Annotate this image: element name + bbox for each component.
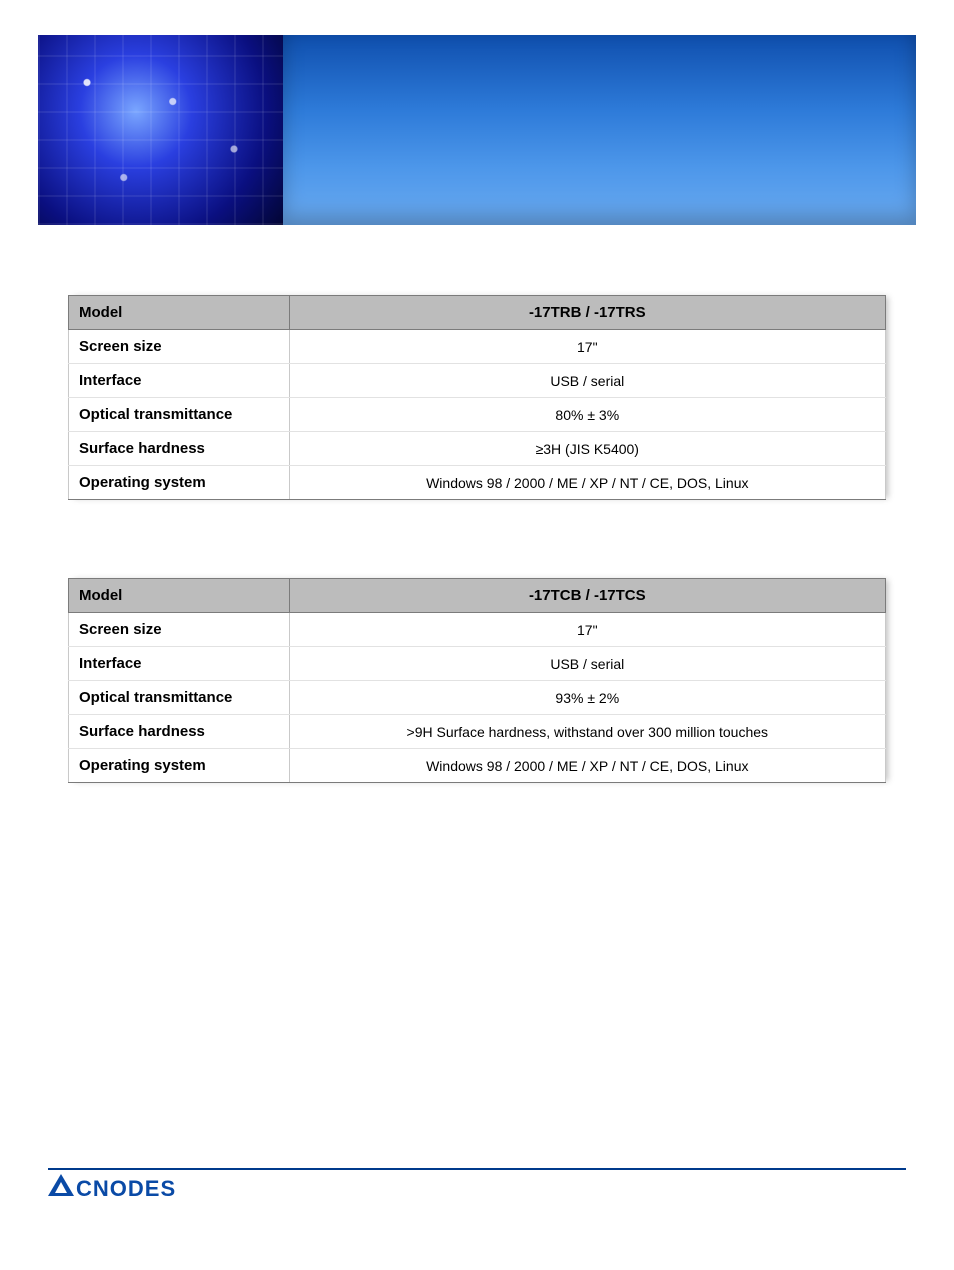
table-gap — [68, 500, 886, 578]
brand-logo: CNODES — [48, 1174, 176, 1202]
row-label: Screen size — [69, 613, 290, 647]
row-label: Operating system — [69, 466, 290, 500]
banner-gradient — [283, 35, 916, 225]
table-row: Surface hardness ≥3H (JIS K5400) — [69, 432, 886, 466]
table-row: Surface hardness >9H Surface hardness, w… — [69, 715, 886, 749]
row-label: Interface — [69, 647, 290, 681]
row-value: >9H Surface hardness, withstand over 300… — [289, 715, 885, 749]
row-label: Surface hardness — [69, 715, 290, 749]
row-label: Interface — [69, 364, 290, 398]
table-header-value: -17TCB / -17TCS — [289, 579, 885, 613]
row-label: Operating system — [69, 749, 290, 783]
table-row: Screen size 17" — [69, 330, 886, 364]
row-value: USB / serial — [289, 647, 885, 681]
table-row: Operating system Windows 98 / 2000 / ME … — [69, 466, 886, 500]
page: Model -17TRB / -17TRS Screen size 17" In… — [0, 35, 954, 1270]
logo-text: CNODES — [76, 1176, 176, 1202]
row-value: Windows 98 / 2000 / ME / XP / NT / CE, D… — [289, 466, 885, 500]
table-header-label: Model — [69, 579, 290, 613]
table-row: Screen size 17" — [69, 613, 886, 647]
row-label: Optical transmittance — [69, 398, 290, 432]
row-label: Surface hardness — [69, 432, 290, 466]
row-value: 17" — [289, 613, 885, 647]
logo-triangle-icon — [48, 1174, 74, 1196]
table-row: Optical transmittance 80% ± 3% — [69, 398, 886, 432]
row-value: 80% ± 3% — [289, 398, 885, 432]
table-row: Interface USB / serial — [69, 364, 886, 398]
spec-table-2: Model -17TCB / -17TCS Screen size 17" In… — [68, 578, 886, 783]
row-value: 93% ± 2% — [289, 681, 885, 715]
table-row: Interface USB / serial — [69, 647, 886, 681]
table-header-label: Model — [69, 296, 290, 330]
row-value: USB / serial — [289, 364, 885, 398]
page-footer: CNODES — [48, 1168, 906, 1202]
spec-table-1: Model -17TRB / -17TRS Screen size 17" In… — [68, 295, 886, 500]
table-row: Optical transmittance 93% ± 2% — [69, 681, 886, 715]
table-header-value: -17TRB / -17TRS — [289, 296, 885, 330]
row-label: Screen size — [69, 330, 290, 364]
footer-rule — [48, 1168, 906, 1170]
row-value: 17" — [289, 330, 885, 364]
row-value: Windows 98 / 2000 / ME / XP / NT / CE, D… — [289, 749, 885, 783]
header-banner — [38, 35, 916, 225]
row-label: Optical transmittance — [69, 681, 290, 715]
row-value: ≥3H (JIS K5400) — [289, 432, 885, 466]
table-row: Operating system Windows 98 / 2000 / ME … — [69, 749, 886, 783]
tables-area: Model -17TRB / -17TRS Screen size 17" In… — [0, 225, 954, 783]
banner-circuit-image — [38, 35, 283, 225]
table-header-row: Model -17TRB / -17TRS — [69, 296, 886, 330]
table-header-row: Model -17TCB / -17TCS — [69, 579, 886, 613]
